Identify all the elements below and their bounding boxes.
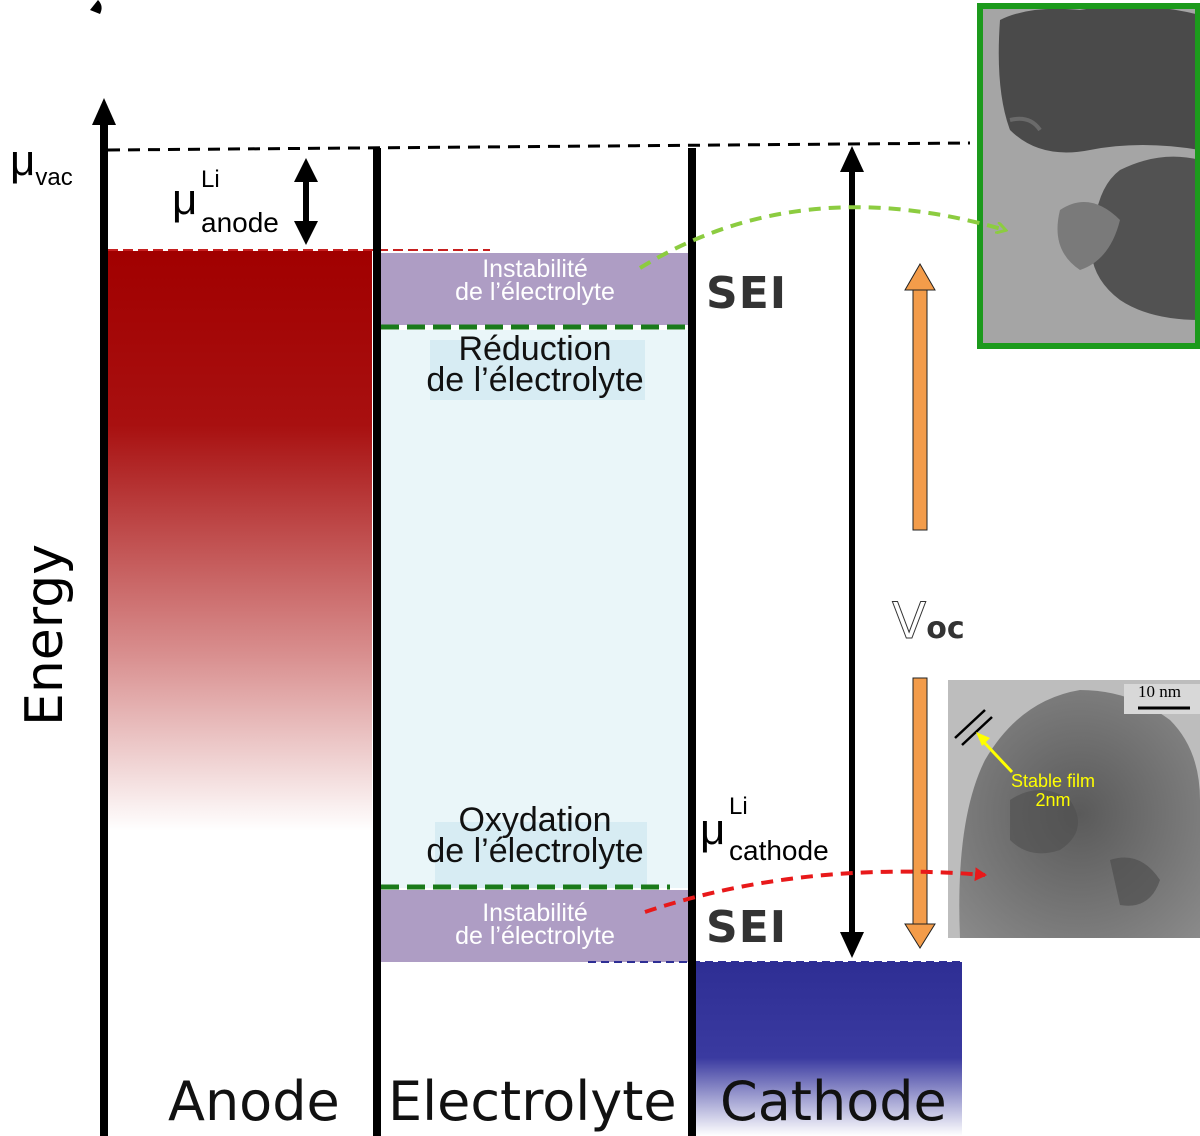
green-link-arrow bbox=[638, 205, 1005, 270]
red-link-arrow bbox=[644, 867, 987, 914]
cathode-band bbox=[696, 962, 962, 1136]
scale-bar-label: 10 nm bbox=[1138, 682, 1181, 701]
reduction-label: Réduction de l’électrolyte bbox=[426, 330, 644, 399]
anode-column-label: Anode bbox=[168, 1070, 340, 1133]
sei-band-top bbox=[381, 253, 689, 325]
sei-label-top: SEI bbox=[706, 268, 788, 319]
oxidation-label-bg bbox=[435, 822, 647, 888]
corner-decoration bbox=[90, 0, 102, 14]
mu-vac-label: μvac bbox=[10, 136, 73, 191]
electrolyte-column-label: Electrolyte bbox=[388, 1070, 677, 1133]
instability-top-label: Instabilité de l’électrolyte bbox=[455, 255, 615, 306]
energy-axis-label: Energy bbox=[15, 543, 75, 727]
reduction-label-bg bbox=[430, 340, 645, 400]
mu-anode-arrow-up bbox=[294, 158, 318, 182]
vacuum-level-line bbox=[107, 141, 971, 152]
film-pointer bbox=[978, 736, 1014, 774]
orange-arrow-up bbox=[912, 287, 928, 531]
electrolyte-region bbox=[381, 330, 689, 888]
instability-bottom-label: Instabilité de l’électrolyte bbox=[455, 899, 615, 950]
stable-film-label: Stable film 2nm bbox=[1010, 771, 1096, 810]
sei-band-bottom bbox=[381, 890, 689, 962]
voc-label: Voc bbox=[891, 592, 965, 651]
tem-image-bottom bbox=[948, 680, 1200, 938]
cathode-column-label: Cathode bbox=[720, 1070, 947, 1133]
mu-anode-label: μ Li anode bbox=[172, 166, 279, 238]
sei-label-bottom: SEI bbox=[706, 902, 788, 953]
mu-cathode-label: μ Li cathode bbox=[700, 793, 829, 866]
orange-arrow-down bbox=[912, 677, 928, 927]
energy-axis-arrowhead bbox=[92, 98, 116, 125]
mu-anode-arrow-down bbox=[294, 221, 318, 245]
oxidation-label: Oxydation de l’électrolyte bbox=[426, 801, 644, 870]
tem-image-top bbox=[977, 3, 1200, 349]
anode-band bbox=[108, 251, 372, 831]
